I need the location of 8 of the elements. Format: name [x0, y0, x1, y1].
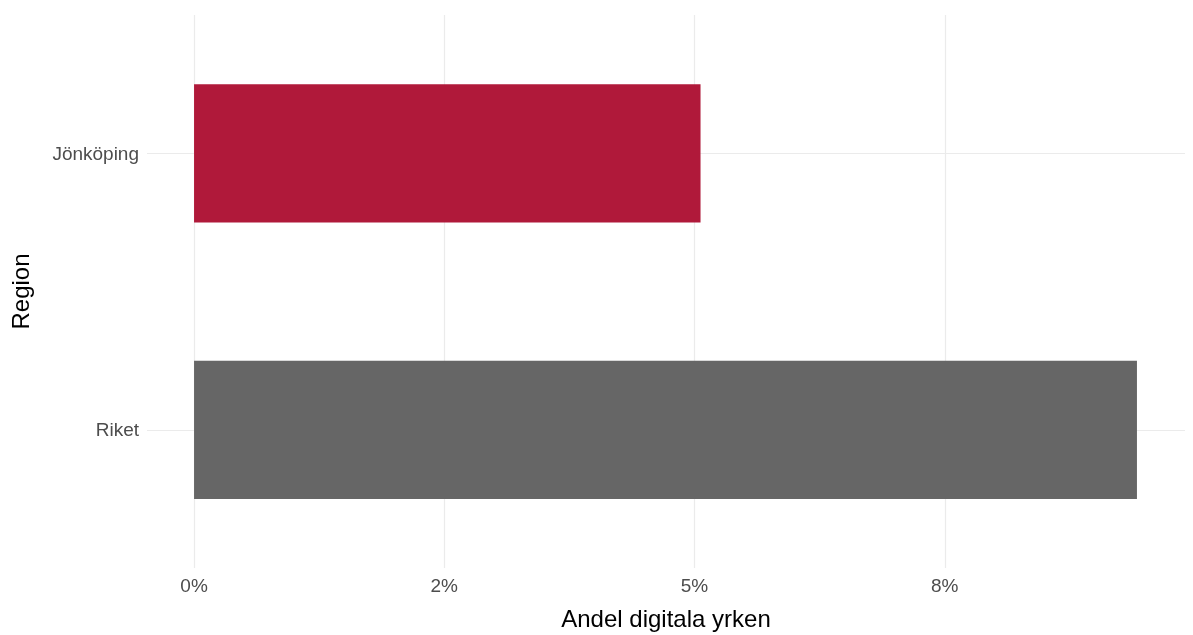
y-tick-label: Jönköping: [52, 142, 139, 164]
x-tick-label: 2%: [430, 575, 459, 596]
y-tick-label: Riket: [95, 419, 140, 441]
x-tick-label: 0%: [180, 575, 208, 596]
y-axis-title: Region: [6, 253, 34, 330]
x-axis-title: Andel digitala yrken: [561, 604, 771, 632]
x-tick-label: 8%: [931, 575, 959, 596]
x-tick-label: 5%: [680, 575, 709, 596]
